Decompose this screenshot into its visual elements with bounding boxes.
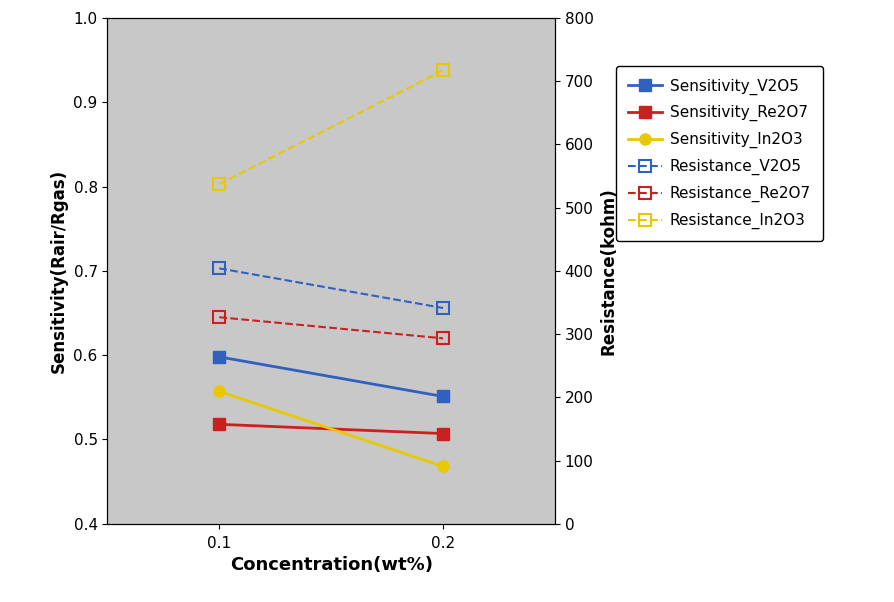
Sensitivity_Re2O7 bbox=[437, 430, 448, 437]
Y-axis label: Sensitivity(Rair/Rgas): Sensitivity(Rair/Rgas) bbox=[50, 169, 68, 373]
Sensitivity_In2O3 bbox=[214, 388, 224, 395]
Line: Sensitivity_V2O5: Sensitivity_V2O5 bbox=[214, 352, 448, 402]
Resistance_In2O3 bbox=[437, 67, 448, 74]
Resistance_In2O3 bbox=[214, 181, 224, 188]
Line: Resistance_In2O3: Resistance_In2O3 bbox=[214, 65, 448, 190]
Resistance_V2O5 bbox=[214, 265, 224, 272]
Y-axis label: Resistance(kohm): Resistance(kohm) bbox=[598, 187, 617, 355]
Sensitivity_V2O5 bbox=[437, 393, 448, 400]
Line: Sensitivity_Re2O7: Sensitivity_Re2O7 bbox=[214, 419, 448, 439]
Resistance_Re2O7 bbox=[214, 314, 224, 321]
Sensitivity_Re2O7 bbox=[214, 421, 224, 428]
Line: Resistance_V2O5: Resistance_V2O5 bbox=[214, 263, 448, 314]
Resistance_Re2O7 bbox=[437, 335, 448, 342]
Sensitivity_In2O3 bbox=[437, 463, 448, 470]
Legend: Sensitivity_V2O5, Sensitivity_Re2O7, Sensitivity_In2O3, Resistance_V2O5, Resista: Sensitivity_V2O5, Sensitivity_Re2O7, Sen… bbox=[616, 66, 822, 241]
Line: Sensitivity_In2O3: Sensitivity_In2O3 bbox=[214, 386, 448, 472]
Resistance_V2O5 bbox=[437, 305, 448, 312]
Sensitivity_V2O5 bbox=[214, 353, 224, 361]
X-axis label: Concentration(wt%): Concentration(wt%) bbox=[230, 556, 432, 574]
Line: Resistance_Re2O7: Resistance_Re2O7 bbox=[214, 312, 448, 344]
